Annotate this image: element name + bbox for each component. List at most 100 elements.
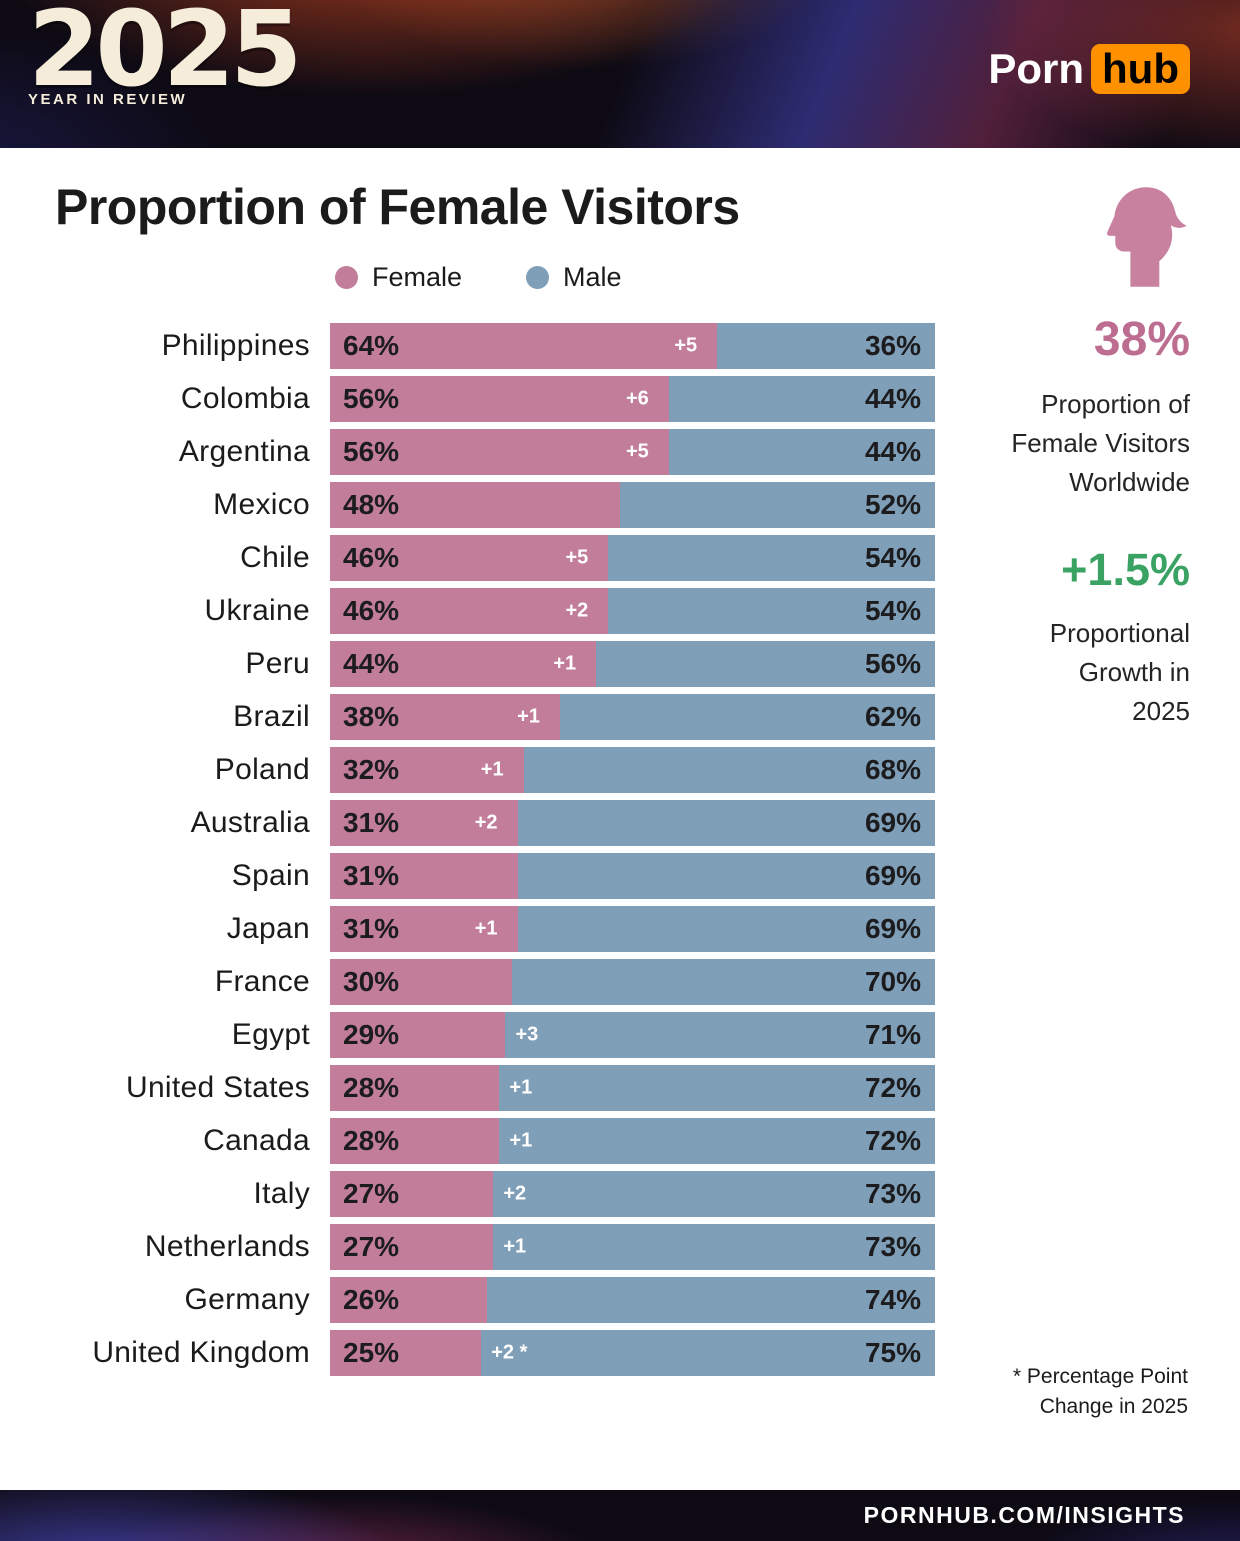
stacked-bar: 56% 44% +5	[330, 429, 935, 475]
footnote: * Percentage Point Change in 2025	[1012, 1365, 1188, 1419]
female-percent-label: 31%	[343, 807, 400, 838]
year-in-review-logo: 2025 YEAR IN REVIEW	[28, 0, 302, 110]
male-bar-segment: 68%	[523, 747, 935, 793]
male-bar-segment: 62%	[559, 694, 935, 740]
female-percent-label: 44%	[343, 648, 400, 679]
male-percent-label: 70%	[864, 966, 921, 997]
stacked-bar-chart: Philippines 64% 36% +5 Colombia 56% 44% …	[55, 323, 1240, 1376]
male-legend-dot	[526, 266, 550, 289]
stacked-bar: 46% 54% +2	[330, 588, 935, 634]
female-bar-segment: 28%	[330, 1065, 500, 1111]
male-percent-label: 54%	[864, 595, 921, 626]
female-bar-segment: 32%	[330, 747, 524, 793]
chart-row: Chile 46% 54% +5	[55, 535, 1240, 581]
male-percent-label: 68%	[864, 754, 921, 785]
male-percent-label: 73%	[864, 1231, 921, 1262]
female-bar-segment: 26%	[330, 1277, 488, 1323]
chart-row: Poland 32% 68% +1	[55, 747, 1240, 793]
main-content: Proportion of Female Visitors Female Mal…	[0, 178, 1240, 1376]
legend-item-female: Female	[335, 262, 462, 293]
male-bar-segment: 69%	[517, 906, 935, 952]
chart-row: Argentina 56% 44% +5	[55, 429, 1240, 475]
chart-row: Spain 31% 69%	[55, 853, 1240, 899]
female-bar-segment: 29%	[330, 1012, 506, 1058]
country-label: Netherlands	[144, 1230, 310, 1263]
worldwide-female-stat: 38%	[1093, 313, 1190, 366]
chart-legend: Female Male	[0, 262, 1240, 293]
male-bar-segment: 44%	[668, 376, 935, 422]
female-legend-label: Female	[372, 262, 463, 292]
male-bar-segment: 69%	[517, 800, 935, 846]
logo-year: 2025	[28, 0, 302, 110]
male-bar-segment: 73%	[493, 1171, 935, 1217]
country-label: Japan	[226, 912, 310, 945]
male-percent-label: 52%	[864, 489, 921, 520]
country-label: Poland	[214, 753, 310, 786]
chart-row: Ukraine 46% 54% +2	[55, 588, 1240, 634]
chart-row: Brazil 38% 62% +1	[55, 694, 1240, 740]
stacked-bar: 46% 54% +5	[330, 535, 935, 581]
male-bar-segment: 69%	[517, 853, 935, 899]
stacked-bar: 48% 52%	[330, 482, 935, 528]
male-percent-label: 75%	[864, 1337, 921, 1368]
country-label: Spain	[231, 859, 310, 892]
country-label: Peru	[245, 647, 310, 680]
male-bar-segment: 72%	[499, 1065, 935, 1111]
summary-panel: 38% Proportion of Female Visitors Worldw…	[970, 178, 1190, 731]
chart-row: United Kingdom 25% 75% +2 *	[55, 1330, 1240, 1376]
chart-row: United States 28% 72% +1	[55, 1065, 1240, 1111]
female-bar-segment: 30%	[330, 959, 512, 1005]
female-percent-label: 64%	[343, 330, 400, 361]
male-bar-segment: 74%	[487, 1277, 935, 1323]
change-label: +1	[503, 1235, 527, 1258]
chart-row: Netherlands 27% 73% +1	[55, 1224, 1240, 1270]
stacked-bar: 26% 74%	[330, 1277, 935, 1323]
male-percent-label: 54%	[864, 542, 921, 573]
change-label: +5	[625, 440, 649, 463]
change-label: +5	[674, 334, 698, 357]
change-label: +2	[474, 811, 498, 834]
change-label: +1	[474, 917, 498, 940]
stacked-bar: 56% 44% +6	[330, 376, 935, 422]
legend-item-male: Male	[526, 262, 622, 293]
female-bar-segment: 46%	[330, 588, 609, 634]
female-percent-label: 27%	[343, 1178, 400, 1209]
female-percent-label: 56%	[343, 383, 400, 414]
male-bar-segment: 56%	[596, 641, 935, 687]
female-percent-label: 48%	[343, 489, 400, 520]
male-percent-label: 62%	[864, 701, 921, 732]
chart-row: Australia 31% 69% +2	[55, 800, 1240, 846]
female-bar-segment: 31%	[330, 906, 518, 952]
male-bar-segment: 72%	[499, 1118, 935, 1164]
female-bar-segment: 31%	[330, 800, 518, 846]
header-banner: 2025 YEAR IN REVIEW Porn hub	[0, 0, 1240, 148]
chart-row: France 30% 70%	[55, 959, 1240, 1005]
female-percent-label: 46%	[343, 595, 400, 626]
chart-row: Philippines 64% 36% +5	[55, 323, 1240, 369]
change-label: +1	[509, 1129, 533, 1152]
footer-banner: PORNHUB.COM/INSIGHTS	[0, 1490, 1240, 1541]
change-label: +2	[565, 599, 589, 622]
growth-stat: +1.5%	[1061, 544, 1190, 595]
country-label: Italy	[253, 1177, 310, 1210]
country-label: Ukraine	[204, 594, 310, 627]
female-bar-segment: 48%	[330, 482, 621, 528]
female-percent-label: 28%	[343, 1072, 400, 1103]
female-bar-segment: 56%	[330, 376, 669, 422]
stacked-bar: 31% 69% +1	[330, 906, 935, 952]
male-bar-segment: 54%	[608, 535, 935, 581]
chart-row: Egypt 29% 71% +3	[55, 1012, 1240, 1058]
country-label: Australia	[190, 806, 310, 839]
country-label: Germany	[184, 1283, 310, 1316]
change-label: +2	[503, 1182, 527, 1205]
female-legend-dot	[335, 266, 358, 289]
stacked-bar: 28% 72% +1	[330, 1065, 935, 1111]
female-percent-label: 31%	[343, 913, 400, 944]
stacked-bar: 27% 73% +1	[330, 1224, 935, 1270]
stacked-bar: 31% 69% +2	[330, 800, 935, 846]
logo-subtitle: YEAR IN REVIEW	[28, 90, 188, 108]
country-label: Egypt	[231, 1018, 310, 1051]
male-percent-label: 69%	[864, 860, 921, 891]
female-bar-segment: 64%	[330, 323, 718, 369]
male-bar-segment: 75%	[481, 1330, 935, 1376]
